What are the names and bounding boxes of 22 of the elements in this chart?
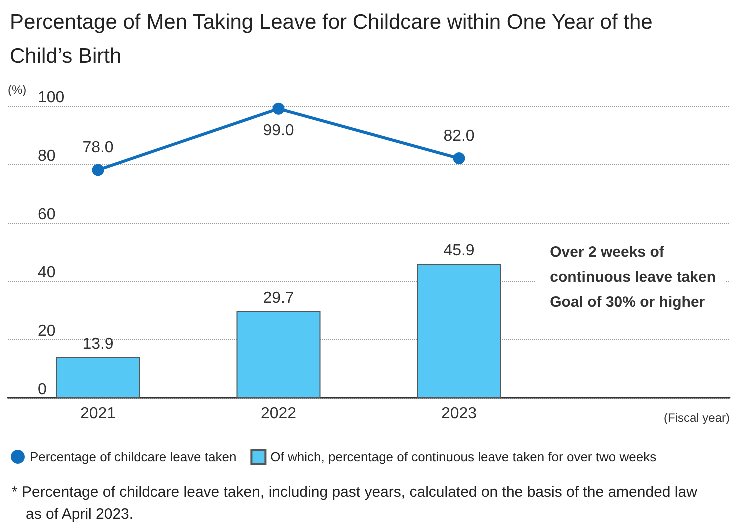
y-axis-title: (%) <box>8 83 27 97</box>
x-axis-title: (Fiscal year) <box>664 411 730 425</box>
y-tick-label: 100 <box>38 90 65 106</box>
chart-title: Percentage of Men Taking Leave for Childcare within One Year of the Child’s Birth <box>10 10 654 70</box>
data-label: 82.0 <box>444 128 475 146</box>
y-tick-label: 0 <box>38 382 47 398</box>
legend-label: Percentage of childcare leave taken <box>30 450 237 464</box>
data-label: 29.7 <box>263 290 294 307</box>
data-label: 78.0 <box>82 140 114 157</box>
data-label: 99.0 <box>263 122 294 140</box>
x-tick-label: 2023 <box>441 406 478 422</box>
x-tick-label: 2021 <box>80 406 116 422</box>
y-tick-label: 80 <box>38 148 56 165</box>
data-label: 13.9 <box>82 336 114 353</box>
data-label: 45.9 <box>444 242 475 260</box>
legend-label: Of which, percentage of continuous leave taken for over two weeks <box>270 450 658 464</box>
y-tick-label: 20 <box>38 323 56 340</box>
annotation: Over 2 weeks of continuous leave taken Goal of 30% or higher <box>550 244 716 311</box>
y-tick-label: 40 <box>38 264 56 282</box>
x-tick-label: 2022 <box>260 406 297 422</box>
text: * Percentage of childcare leave taken, including past years, calculated on the basis of the amended law as of April 2023. <box>12 483 698 525</box>
y-tick-label: 60 <box>38 206 56 224</box>
